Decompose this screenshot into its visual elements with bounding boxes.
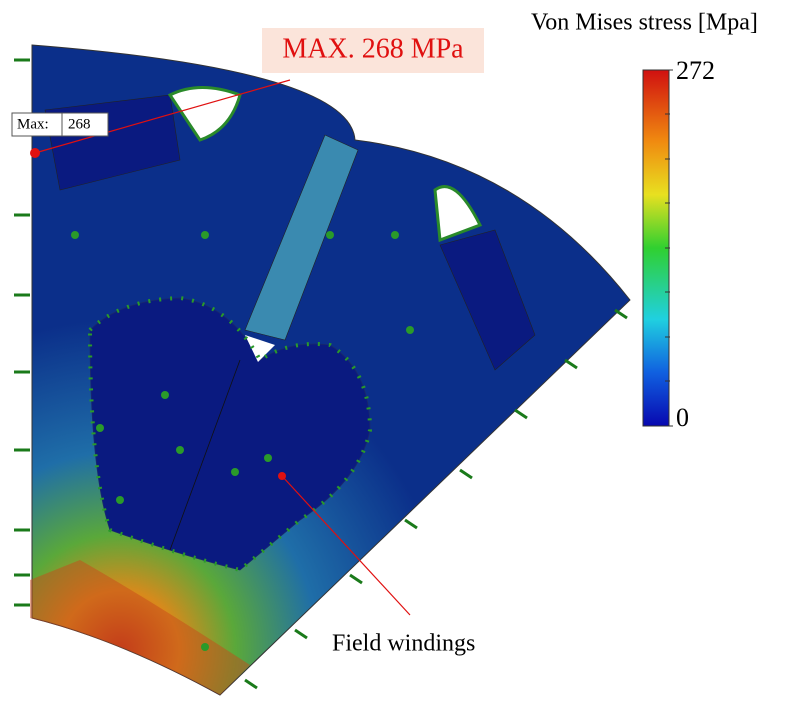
- max-callout: MAX. 268 MPa: [282, 33, 464, 64]
- max-point: [30, 148, 40, 158]
- legend-title: Von Mises stress [Mpa]: [531, 10, 758, 36]
- stress-plot: [30, 45, 630, 695]
- figure: MAX. 268 MPa Max: 268 Field windings Von…: [0, 0, 790, 701]
- region-label: Field windings: [332, 631, 475, 657]
- region-point: [278, 472, 286, 480]
- colorbar-min: 0: [676, 403, 689, 432]
- colorbar-max: 272: [676, 56, 715, 85]
- probe-label: Max:: [17, 116, 49, 132]
- probe-value: 268: [68, 116, 91, 132]
